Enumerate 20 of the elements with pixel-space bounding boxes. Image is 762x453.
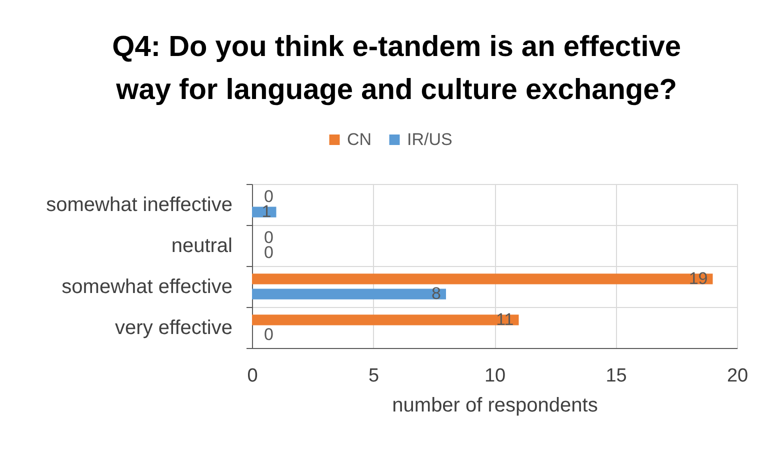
data-label: 11 xyxy=(496,310,514,329)
x-tick-label: 15 xyxy=(606,366,627,386)
x-tick-label: 10 xyxy=(484,366,506,386)
bar xyxy=(252,274,713,284)
x-tick-label: 0 xyxy=(247,366,258,386)
x-axis-title: number of respondents xyxy=(392,394,598,416)
bar xyxy=(252,288,446,300)
legend-label: CN xyxy=(347,130,372,149)
x-tick-label: 5 xyxy=(368,366,380,386)
y-tick-label: very effective xyxy=(115,317,232,339)
y-tick-label: somewhat effective xyxy=(62,276,232,298)
bar xyxy=(252,314,519,326)
y-tick-label: somewhat ineffective xyxy=(46,194,232,216)
x-tick-label: 20 xyxy=(726,366,748,386)
data-label: 8 xyxy=(432,284,441,304)
legend-label: IR/US xyxy=(407,130,452,149)
data-label: 19 xyxy=(688,268,708,288)
data-label: 0 xyxy=(264,325,274,344)
y-tick-label: neutral xyxy=(171,235,232,257)
chart-title: Q4: Do you think e-tandem is an effective way for language and culture exchange? xyxy=(112,31,682,106)
